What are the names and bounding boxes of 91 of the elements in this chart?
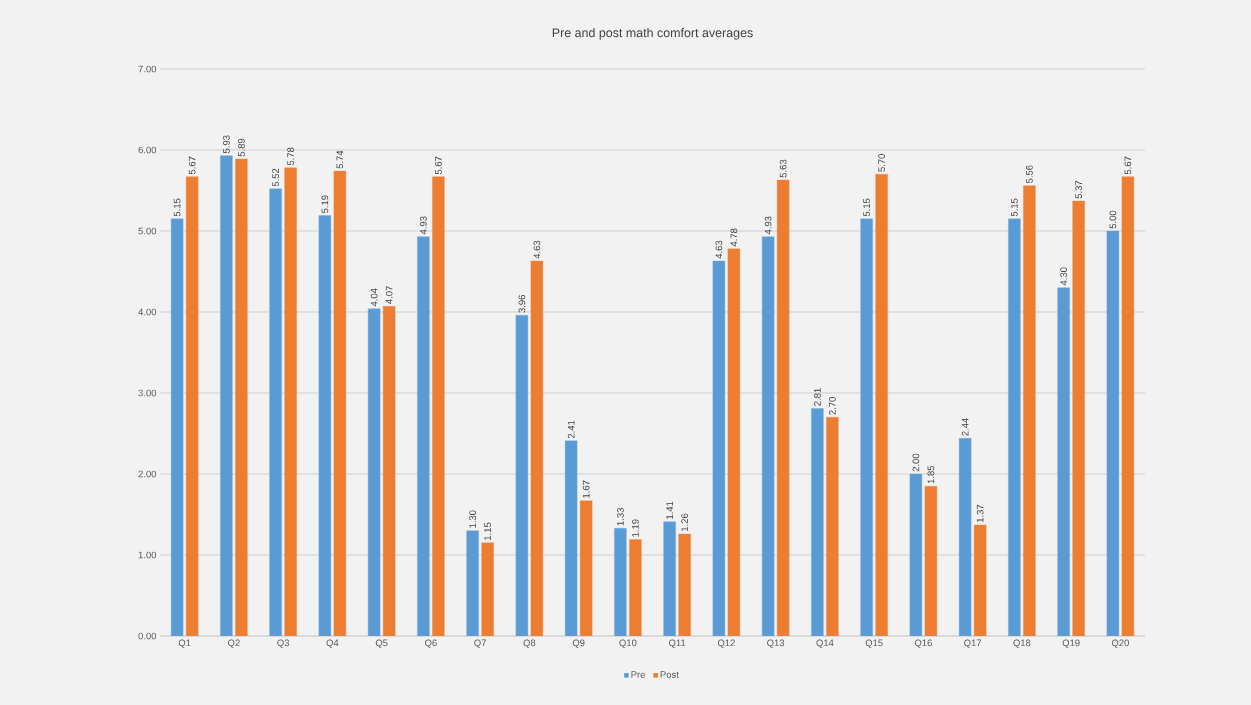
data-label: 2.41 xyxy=(567,420,575,439)
x-tick-label: Q13 xyxy=(767,639,785,648)
x-tick-label: Q3 xyxy=(277,639,290,648)
data-label: 4.63 xyxy=(715,240,723,259)
data-label: 5.70 xyxy=(878,154,885,172)
y-tick-label: 2.00 xyxy=(138,470,157,478)
y-tick-label: 4.00 xyxy=(138,308,157,316)
data-label: 5.15 xyxy=(863,198,870,217)
data-label: 1.15 xyxy=(484,522,491,540)
x-tick-label: Q11 xyxy=(668,639,686,648)
bar xyxy=(663,521,676,636)
bar xyxy=(629,539,642,636)
x-tick-label: Q9 xyxy=(572,639,585,648)
data-label: 5.67 xyxy=(1124,156,1132,175)
data-label: 2.00 xyxy=(912,453,920,472)
bar xyxy=(466,530,479,636)
y-tick-label: 0.00 xyxy=(138,632,157,640)
data-label: 4.78 xyxy=(730,228,738,247)
x-tick-label: Q1 xyxy=(178,639,191,648)
bar xyxy=(826,417,839,636)
x-tick-label: Q14 xyxy=(816,639,834,648)
data-label: 5.00 xyxy=(1109,210,1117,229)
data-label: 5.56 xyxy=(1026,165,1033,184)
bar xyxy=(678,533,691,636)
data-label: 1.41 xyxy=(666,501,673,519)
data-label: 5.78 xyxy=(287,147,294,166)
bar xyxy=(1072,200,1085,636)
data-label: 5.15 xyxy=(173,198,181,217)
data-label: 1.26 xyxy=(681,513,688,532)
bar xyxy=(614,528,627,636)
bar xyxy=(284,167,297,636)
x-tick-label: Q17 xyxy=(964,639,982,648)
x-tick-label: Q15 xyxy=(865,639,883,648)
data-label: 4.30 xyxy=(1060,267,1067,286)
y-tick-label: 1.00 xyxy=(138,551,157,559)
data-label: 5.74 xyxy=(336,150,344,169)
x-tick-label: Q20 xyxy=(1111,639,1129,648)
x-tick-label: Q18 xyxy=(1013,639,1031,648)
data-label: 5.52 xyxy=(272,168,279,187)
data-label: 4.93 xyxy=(420,216,427,235)
data-label: 2.44 xyxy=(961,418,969,436)
bar xyxy=(481,542,494,636)
data-label: 1.85 xyxy=(927,465,935,484)
data-label: 3.96 xyxy=(518,295,526,313)
data-label: 5.63 xyxy=(779,159,787,178)
x-tick-label: Q5 xyxy=(375,639,388,648)
data-label: 2.81 xyxy=(814,388,821,406)
bar xyxy=(1057,287,1070,636)
bar xyxy=(875,174,888,636)
bar xyxy=(417,236,430,636)
data-label: 5.37 xyxy=(1075,180,1082,199)
data-label: 1.67 xyxy=(582,480,590,498)
data-label: 1.33 xyxy=(617,508,624,526)
bar xyxy=(811,408,824,636)
data-label: 5.93 xyxy=(223,135,230,154)
data-label: 1.19 xyxy=(632,519,639,537)
bar xyxy=(860,218,873,636)
bar xyxy=(220,155,233,636)
y-tick-label: 3.00 xyxy=(138,389,157,397)
y-tick-label: 5.00 xyxy=(138,227,157,235)
x-tick-label: Q8 xyxy=(523,639,536,648)
bar xyxy=(235,158,248,636)
legend-label: Pre xyxy=(631,671,645,678)
data-label: 2.70 xyxy=(829,397,836,415)
bar xyxy=(1023,185,1036,636)
chart-title: Pre and post math comfort averages xyxy=(552,28,753,40)
data-label: 5.15 xyxy=(1011,198,1018,217)
data-label: 4.93 xyxy=(764,216,772,235)
y-tick-label: 6.00 xyxy=(138,146,157,154)
data-label: 4.63 xyxy=(533,240,541,259)
x-tick-label: Q12 xyxy=(717,639,735,648)
y-tick-label: 7.00 xyxy=(138,65,157,73)
x-tick-label: Q7 xyxy=(474,639,486,648)
bar xyxy=(1008,218,1021,636)
x-tick-label: Q2 xyxy=(228,639,240,648)
bar xyxy=(432,176,445,636)
x-tick-label: Q10 xyxy=(619,639,637,648)
bar xyxy=(269,188,282,636)
x-tick-label: Q19 xyxy=(1062,639,1080,648)
data-label: 5.89 xyxy=(238,138,245,157)
x-tick-label: Q6 xyxy=(425,639,437,648)
x-tick-label: Q16 xyxy=(914,639,932,648)
data-label: 5.19 xyxy=(321,195,329,214)
data-label: 5.67 xyxy=(435,156,442,175)
data-label: 4.07 xyxy=(385,286,393,304)
data-label: 4.04 xyxy=(370,288,378,307)
data-label: 1.30 xyxy=(469,510,476,528)
x-tick-label: Q4 xyxy=(326,639,339,648)
data-label: 5.67 xyxy=(188,156,196,175)
legend-label: Post xyxy=(660,671,679,678)
data-label: 1.37 xyxy=(976,504,984,523)
